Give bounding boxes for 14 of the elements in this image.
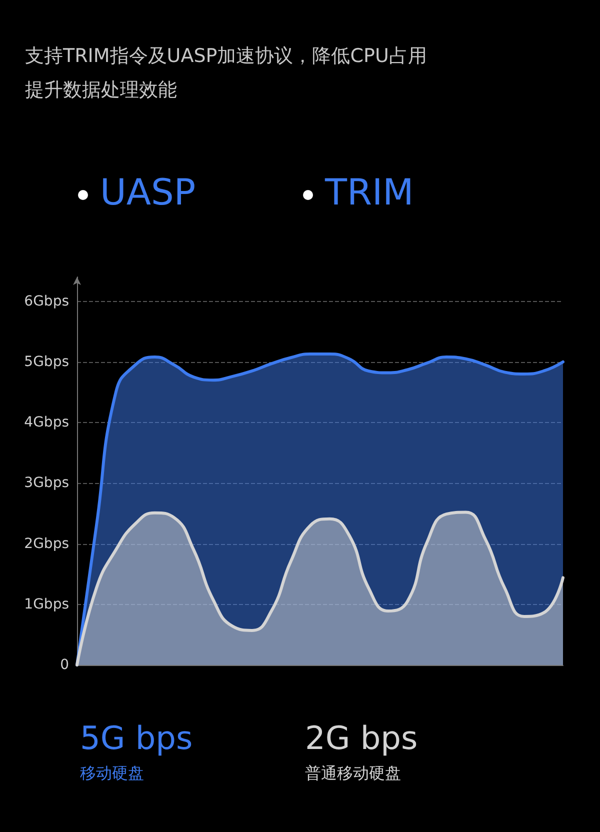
y-tick-label: 4Gbps [24,414,69,430]
text: 普通移动硬盘 [305,764,401,782]
text: UASP [100,172,196,214]
text: 2G bps [305,719,418,757]
text: 移动硬盘 [80,764,144,782]
y-tick-label: 3Gbps [24,475,69,492]
y-tick-label: 6Gbps [24,293,69,310]
y-tick-label: 5Gbps [24,354,69,370]
y-tick-label: 0 [60,657,69,673]
chart-title: 支持TRIM指令及UASP加速协议，降低CPU占用提升数据处理效能 [25,45,427,101]
y-tick-label: 1Gbps [24,596,69,612]
text: 5G bps [80,719,193,757]
text: TRIM [324,172,414,214]
y-tick-label: 2Gbps [24,536,69,552]
